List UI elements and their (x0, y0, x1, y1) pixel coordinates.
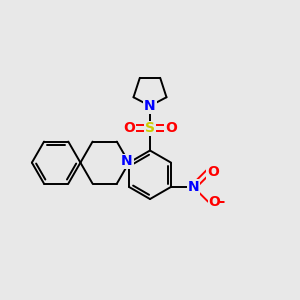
Text: N: N (188, 180, 199, 194)
Text: S: S (145, 121, 155, 135)
Text: O: O (208, 195, 220, 209)
Text: O: O (123, 121, 135, 135)
Text: O: O (165, 121, 177, 135)
Text: N: N (144, 99, 156, 113)
Text: -: - (219, 194, 225, 209)
Text: O: O (207, 165, 219, 179)
Text: N: N (121, 154, 133, 168)
